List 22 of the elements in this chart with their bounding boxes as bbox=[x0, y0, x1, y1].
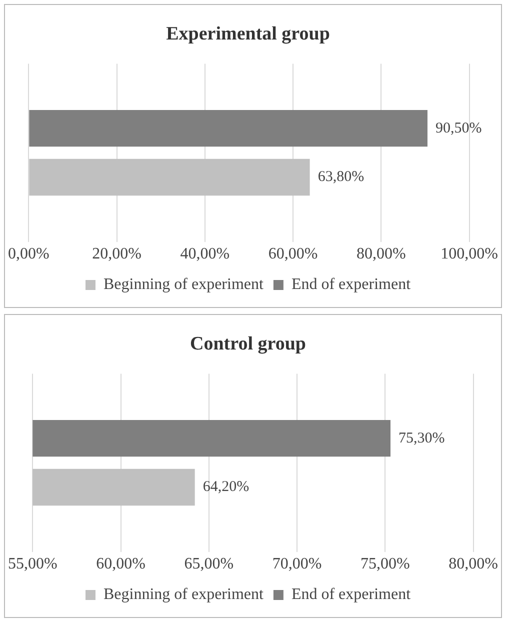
legend-label: End of experiment bbox=[291, 586, 412, 604]
x-tick-label: 55,00% bbox=[8, 556, 58, 573]
legend-label: Beginning of experiment bbox=[103, 586, 264, 604]
legend-label: End of experiment bbox=[291, 276, 412, 294]
x-tick-label: 60,00% bbox=[268, 246, 318, 263]
x-tick-label: 70,00% bbox=[272, 556, 322, 573]
x-tick-label: 0,00% bbox=[8, 246, 50, 263]
x-tick-label: 20,00% bbox=[92, 246, 142, 263]
data-label: 75,30% bbox=[398, 430, 445, 446]
x-tick-label: 75,00% bbox=[360, 556, 410, 573]
data-label: 90,50% bbox=[435, 120, 482, 136]
x-tick-label: 65,00% bbox=[184, 556, 234, 573]
x-tick-label: 60,00% bbox=[96, 556, 146, 573]
x-tick-label: 40,00% bbox=[180, 246, 230, 263]
chart-title: Control group bbox=[190, 333, 306, 354]
legend-label: Beginning of experiment bbox=[103, 276, 264, 294]
x-tick-label: 100,00% bbox=[440, 246, 498, 263]
chart-title: Experimental group bbox=[166, 23, 330, 44]
data-label: 64,20% bbox=[202, 479, 250, 496]
data-label: 63,80% bbox=[318, 169, 364, 186]
x-tick-label: 80,00% bbox=[356, 246, 406, 263]
x-tick-label: 80,00% bbox=[448, 556, 498, 573]
